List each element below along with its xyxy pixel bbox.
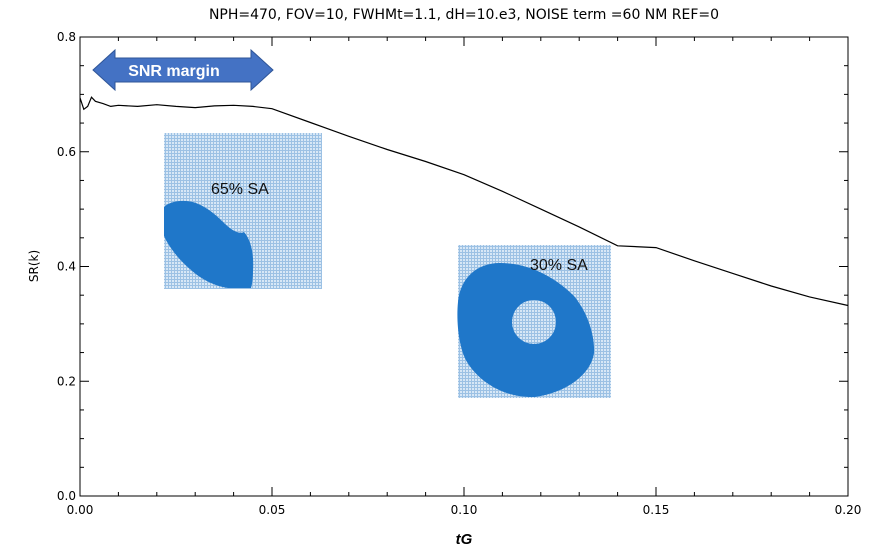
x-tick-label: 0.20 bbox=[835, 503, 862, 517]
x-axis-label: tG bbox=[456, 531, 473, 548]
snr-margin-arrow bbox=[92, 48, 274, 92]
y-tick-label: 0.0 bbox=[57, 489, 76, 503]
x-tick-label: 0.15 bbox=[643, 503, 670, 517]
y-tick-label: 0.6 bbox=[57, 145, 76, 159]
y-axis-label: SR(k) bbox=[27, 250, 41, 282]
x-tick-label: 0.10 bbox=[451, 503, 478, 517]
inset-65-sa-pupil bbox=[164, 200, 254, 288]
tick-labels: 0.00 0.05 0.10 0.15 0.20 0.0 0.2 0.4 0.6 0.8 bbox=[57, 30, 861, 517]
inset-30-sa-hole bbox=[512, 300, 556, 344]
axis-ticks bbox=[79, 36, 849, 497]
chart-title: NPH=470, FOV=10, FWHMt=1.1, dH=10.e3, NO… bbox=[209, 7, 719, 23]
snr-margin-annotation: SNR margin bbox=[92, 48, 274, 92]
y-tick-label: 0.2 bbox=[57, 374, 76, 388]
y-tick-label: 0.4 bbox=[57, 260, 76, 274]
y-tick-label: 0.8 bbox=[57, 30, 76, 44]
inset-65-sa-label: 65% SA bbox=[211, 181, 269, 198]
inset-30-sa: 30% SA bbox=[457, 245, 611, 398]
snr-margin-label: SNR margin bbox=[128, 63, 220, 80]
x-tick-label: 0.00 bbox=[67, 503, 94, 517]
inset-65-sa: 65% SA bbox=[164, 133, 322, 289]
inset-30-sa-label: 30% SA bbox=[530, 257, 588, 274]
series-line bbox=[79, 96, 849, 307]
x-tick-label: 0.05 bbox=[259, 503, 286, 517]
